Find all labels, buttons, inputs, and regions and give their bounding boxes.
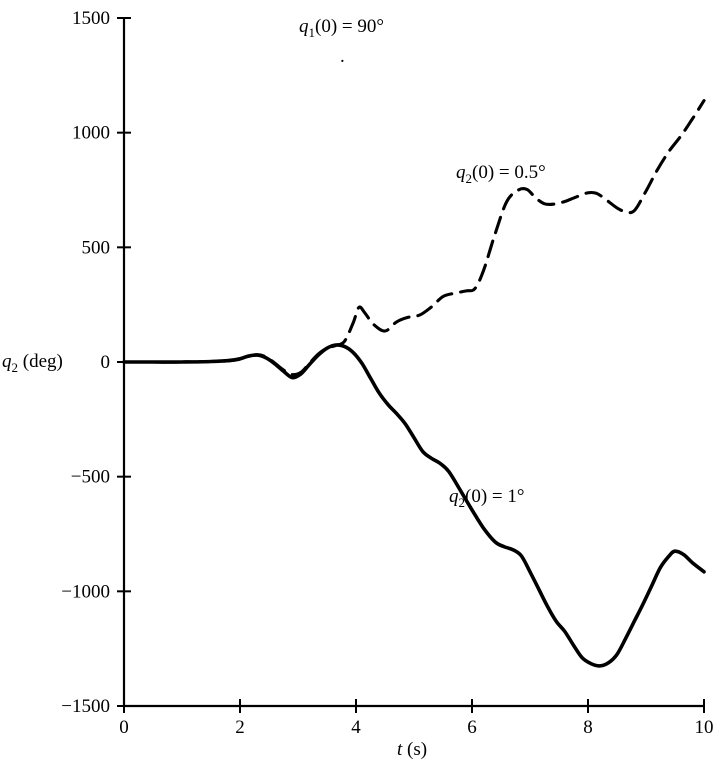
x-tick-label: 8 <box>583 717 593 738</box>
y-tick-label: 1500 <box>72 8 110 29</box>
x-tick-label: 4 <box>351 717 361 738</box>
math-subscript: 1 <box>308 24 316 40</box>
x-tick-label: 0 <box>119 717 129 738</box>
math-rest: (deg) <box>18 351 63 372</box>
math-variable: q <box>456 162 466 183</box>
curve-dashed <box>122 99 706 377</box>
curve-solid <box>122 343 706 668</box>
math-subscript: 2 <box>458 494 466 510</box>
y-tick-label: 0 <box>101 352 111 373</box>
x-tick-label: 10 <box>695 717 714 738</box>
math-rest: (s) <box>402 739 428 760</box>
y-axis-label: q2 (deg) <box>2 351 63 375</box>
x-axis-label: t (s) <box>397 739 427 761</box>
annotation-initial-condition-q1: q1(0) = 90° <box>299 16 384 40</box>
math-variable: t <box>397 739 403 760</box>
y-tick-label: 1000 <box>72 123 110 144</box>
math-rest: (0) = 1° <box>465 486 525 507</box>
math-subscript: 2 <box>465 170 473 186</box>
math-variable: q <box>299 16 309 37</box>
annotation-dashed-curve-label: q2(0) = 0.5° <box>456 162 546 186</box>
math-rest: (0) = 90° <box>315 16 384 37</box>
y-tick-label: −500 <box>71 467 110 488</box>
math-variable: q <box>449 486 459 507</box>
math-subscript: 2 <box>11 359 19 375</box>
y-tick-label: −1000 <box>61 581 110 602</box>
y-tick-label: −1500 <box>61 696 110 717</box>
x-tick-label: 6 <box>467 717 477 738</box>
annotation-solid-curve-label: q2(0) = 1° <box>449 486 525 510</box>
math-rest: (0) = 0.5° <box>472 162 546 183</box>
math-variable: q <box>2 351 12 372</box>
x-tick-label: 2 <box>235 717 245 738</box>
y-tick-label: 500 <box>82 237 111 258</box>
stray-dot: . <box>340 46 345 67</box>
